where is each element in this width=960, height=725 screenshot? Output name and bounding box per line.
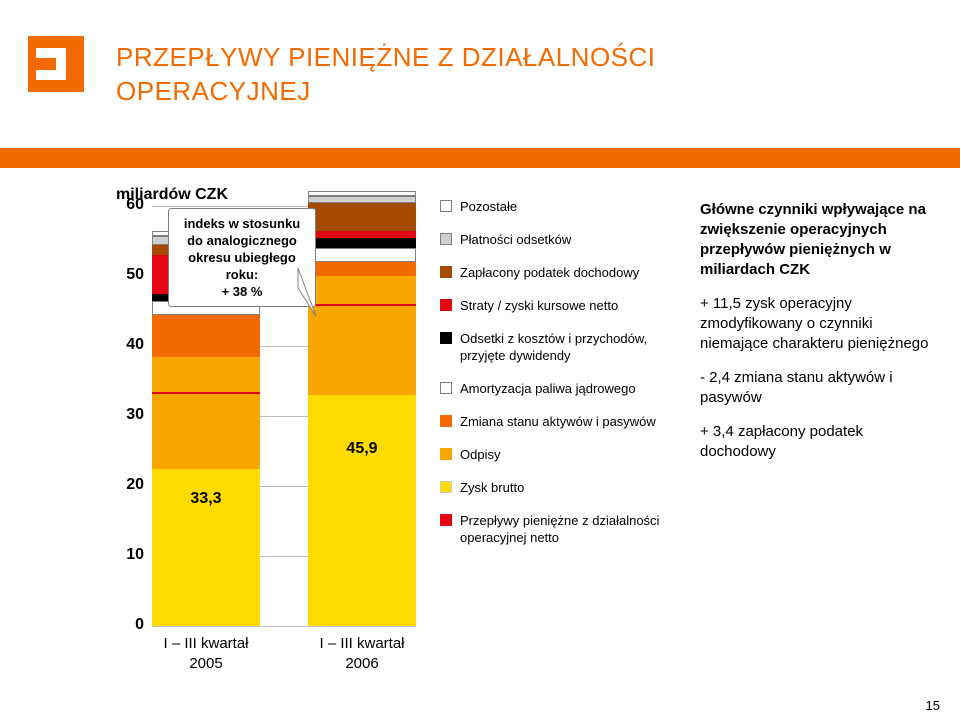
commentary-item: + 11,5 zysk operacyjny zmodyfikowany o c… bbox=[700, 294, 930, 354]
legend-label: Płatności odsetków bbox=[460, 231, 571, 248]
legend-swatch bbox=[440, 233, 452, 245]
legend-swatch bbox=[440, 481, 452, 493]
legend-label: Odpisy bbox=[460, 446, 500, 463]
legend-item-zysk_brutto: Zysk brutto bbox=[440, 479, 680, 496]
legend-label: Pozostałe bbox=[460, 198, 517, 215]
legend-swatch bbox=[440, 448, 452, 460]
legend-item-amortyzacja: Amortyzacja paliwa jądrowego bbox=[440, 380, 680, 397]
slide-number: 15 bbox=[926, 698, 940, 713]
legend-item-zmiana_stanu: Zmiana stanu aktywów i pasywów bbox=[440, 413, 680, 430]
legend-item-platnosci_ods: Płatności odsetków bbox=[440, 231, 680, 248]
legend-swatch bbox=[440, 332, 452, 344]
legend-label: Odsetki z kosztów i przychodów, przyjęte… bbox=[460, 330, 680, 364]
legend-swatch bbox=[440, 299, 452, 311]
commentary-item: - 2,4 zmiana stanu aktywów i pasywów bbox=[700, 368, 930, 408]
legend-item-odsetki_kp: Odsetki z kosztów i przychodów, przyjęte… bbox=[440, 330, 680, 364]
legend-item-odpisy: Odpisy bbox=[440, 446, 680, 463]
legend-item-podatek: Zapłacony podatek dochodowy bbox=[440, 264, 680, 281]
legend-item-straty_zyski: Straty / zyski kursowe netto bbox=[440, 297, 680, 314]
legend-label: Przepływy pieniężne z działalności opera… bbox=[460, 512, 680, 546]
chart-legend: Pozostałe Płatności odsetków Zapłacony pod… bbox=[440, 198, 680, 562]
legend-label: Amortyzacja paliwa jądrowego bbox=[460, 380, 636, 397]
legend-item-netto: Przepływy pieniężne z działalności opera… bbox=[440, 512, 680, 546]
legend-swatch bbox=[440, 266, 452, 278]
legend-item-pozostale: Pozostałe bbox=[440, 198, 680, 215]
commentary-item: + 3,4 zapłacony podatek dochodowy bbox=[700, 422, 930, 462]
legend-swatch bbox=[440, 514, 452, 526]
legend-label: Zapłacony podatek dochodowy bbox=[460, 264, 639, 281]
legend-swatch bbox=[440, 415, 452, 427]
legend-swatch bbox=[440, 382, 452, 394]
legend-label: Zysk brutto bbox=[460, 479, 524, 496]
legend-swatch bbox=[440, 200, 452, 212]
commentary: Główne czynniki wpływające na zwiększeni… bbox=[700, 200, 930, 476]
slide: PRZEPŁYWY PIENIĘŻNE Z DZIAŁALNOŚCIOPERAC… bbox=[0, 0, 960, 725]
commentary-head: Główne czynniki wpływające na zwiększeni… bbox=[700, 200, 930, 280]
legend-label: Straty / zyski kursowe netto bbox=[460, 297, 618, 314]
legend-label: Zmiana stanu aktywów i pasywów bbox=[460, 413, 656, 430]
